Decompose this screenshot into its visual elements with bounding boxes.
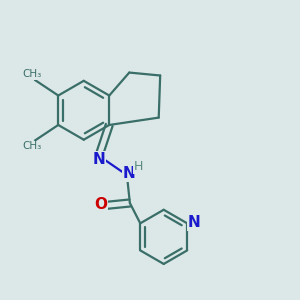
Text: N: N (187, 215, 200, 230)
Text: CH₃: CH₃ (22, 69, 41, 79)
Text: N: N (93, 152, 105, 167)
Text: CH₃: CH₃ (22, 141, 41, 151)
Text: N: N (123, 166, 136, 181)
Text: O: O (94, 197, 107, 212)
Text: H: H (134, 160, 143, 173)
